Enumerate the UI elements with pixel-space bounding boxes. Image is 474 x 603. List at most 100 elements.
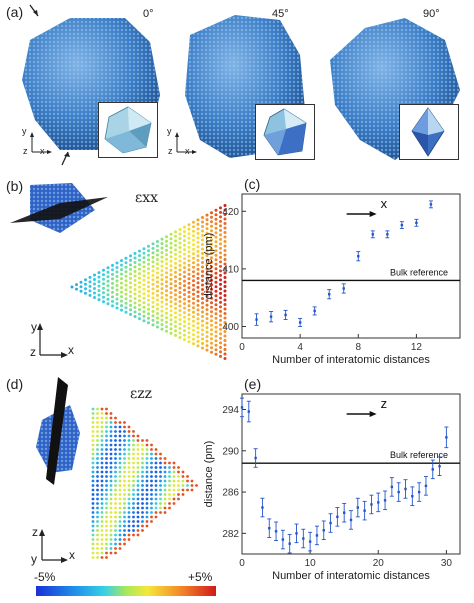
strain-dot-xx [93, 291, 96, 295]
strain-dot-zz [127, 457, 131, 460]
strain-dot-zz [100, 439, 104, 442]
strain-dot-xx [169, 241, 173, 245]
strain-dot-zz [109, 461, 113, 465]
strain-dot-zz [127, 439, 131, 442]
x-axis-label: Number of interatomic distances [272, 570, 430, 582]
strain-dot-zz [109, 452, 113, 456]
strain-dot-zz [136, 461, 140, 465]
strain-dot-zz [163, 479, 167, 483]
strain-dot-xx [151, 260, 155, 264]
strain-dot-zz [163, 475, 167, 478]
strain-dot-xx [192, 310, 195, 314]
data-point [431, 468, 434, 471]
strain-dot-xx [178, 336, 182, 339]
strain-dot-xx [214, 330, 218, 334]
strain-dot-xx [196, 281, 200, 285]
strain-dot-zz [168, 497, 171, 501]
strain-dot-xx [151, 300, 155, 304]
data-point [336, 515, 339, 519]
strain-dot-zz [136, 533, 140, 537]
strain-dot-xx [187, 277, 191, 281]
strain-dot-xx [106, 293, 110, 297]
strain-dot-zz [96, 506, 99, 510]
strain-dot-xx [201, 261, 204, 264]
strain-dot-xx [187, 263, 191, 267]
strain-dot-zz [177, 479, 180, 483]
data-point [342, 287, 345, 290]
strain-dot-xx [115, 306, 119, 310]
strain-dot-xx [196, 231, 200, 235]
strain-dot-xx [201, 274, 204, 278]
strain-dot-zz [114, 551, 117, 555]
strain-dot-zz [159, 452, 162, 456]
strain-dot-xx [223, 289, 227, 293]
strain-dot-xx [201, 270, 204, 273]
strain-dot-xx [205, 281, 209, 285]
strain-dot-xx [169, 246, 173, 250]
strain-dot-xx [124, 297, 128, 301]
x-tick-label: 20 [373, 558, 385, 569]
strain-dot-xx [223, 357, 227, 360]
strain-dot-xx [205, 294, 209, 298]
axes-a-mid [175, 132, 197, 154]
strain-dot-zz [105, 479, 108, 483]
strain-dot-xx [151, 318, 155, 322]
strain-dot-xx [93, 287, 96, 290]
strain-dot-xx [174, 293, 177, 297]
strain-dot-zz [132, 443, 135, 447]
strain-dot-xx [214, 267, 218, 271]
data-point [315, 534, 319, 537]
strain-dot-xx [124, 270, 128, 274]
strain-dot-zz [109, 430, 113, 433]
strain-dot-xx [165, 266, 168, 270]
strain-dot-zz [114, 506, 117, 510]
strain-dot-zz [145, 470, 149, 474]
strain-dot-xx [196, 294, 200, 298]
strain-dot-xx [97, 275, 101, 279]
strain-dot-zz [91, 412, 95, 415]
strain-dot-zz [100, 542, 104, 546]
strain-dot-zz [159, 475, 162, 478]
strain-dot-xx [160, 305, 164, 309]
strain-dot-xx [147, 280, 150, 284]
strain-dot-xx [79, 289, 83, 293]
strain-dot-xx [201, 220, 204, 224]
strain-dot-zz [145, 524, 149, 528]
strain-dot-xx [196, 303, 200, 307]
strain-dot-xx [129, 299, 132, 303]
strain-dot-xx [120, 263, 123, 267]
strain-dot-zz [105, 421, 108, 424]
strain-dot-xx [214, 325, 218, 329]
strain-dot-xx [142, 283, 146, 287]
strain-dot-zz [123, 434, 126, 438]
strain-dot-zz [145, 497, 149, 501]
strain-dot-zz [114, 479, 117, 483]
strain-dot-xx [192, 238, 195, 242]
strain-dot-xx [201, 247, 204, 251]
strain-dot-zz [118, 542, 122, 546]
angle-90: 90° [423, 8, 440, 20]
data-point [313, 309, 316, 313]
strain-dot-zz [136, 479, 140, 483]
data-point [383, 499, 387, 502]
strain-dot-zz [159, 470, 162, 474]
strain-dot-zz [91, 484, 95, 487]
strain-dot-xx [120, 281, 123, 285]
strain-dot-xx [196, 272, 200, 276]
strain-dot-zz [136, 524, 140, 528]
strain-dot-xx [223, 312, 227, 315]
strain-dot-xx [115, 266, 119, 269]
strain-dot-xx [196, 254, 200, 258]
strain-dot-zz [114, 497, 117, 501]
strain-dot-xx [214, 231, 218, 235]
strain-dot-zz [105, 425, 108, 429]
strain-dot-xx [201, 324, 204, 327]
strain-dot-zz [91, 452, 95, 456]
strain-dot-xx [147, 249, 150, 253]
strain-dot-xx [174, 279, 177, 283]
strain-dot-xx [156, 280, 159, 284]
strain-dot-xx [156, 294, 159, 297]
strain-dot-zz [181, 479, 185, 483]
strain-dot-xx [120, 277, 123, 281]
strain-dot-zz [132, 466, 135, 469]
